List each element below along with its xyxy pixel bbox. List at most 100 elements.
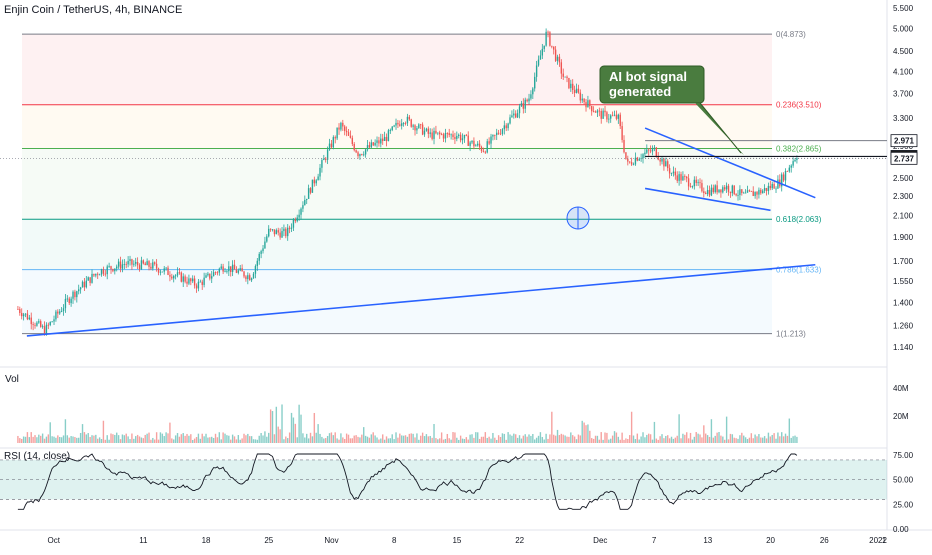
- candle-body: [507, 123, 509, 129]
- volume-bar: [102, 420, 105, 443]
- volume-bar: [600, 432, 602, 443]
- candle-body: [102, 269, 105, 274]
- volume-bar: [203, 436, 205, 443]
- volume-bar: [551, 411, 553, 443]
- volume-bar: [81, 424, 84, 443]
- candle-body: [516, 113, 519, 118]
- volume-bar: [114, 434, 116, 443]
- volume-bar: [416, 433, 418, 443]
- candle-body: [383, 136, 386, 141]
- volume-bar: [541, 436, 544, 443]
- candle-body: [180, 272, 183, 282]
- candle-body: [279, 232, 281, 238]
- volume-bar: [636, 433, 639, 443]
- candle-body: [391, 126, 393, 131]
- candle-body: [763, 188, 766, 191]
- volume-bar: [163, 436, 165, 443]
- volume-bar: [273, 434, 276, 443]
- candle-body: [706, 190, 709, 194]
- candle-body: [173, 276, 175, 279]
- candle-body: [38, 321, 40, 323]
- time-axis-label: Nov: [324, 536, 338, 545]
- volume-bar: [539, 432, 542, 443]
- candle-body: [404, 123, 407, 124]
- volume-bar: [38, 434, 40, 443]
- volume-bar: [165, 432, 167, 443]
- volume-bar: [36, 437, 38, 443]
- volume-bar: [646, 434, 648, 443]
- candle-body: [55, 311, 57, 320]
- volume-bar: [442, 439, 445, 443]
- volume-bar: [456, 437, 458, 443]
- volume-bar: [410, 433, 412, 443]
- volume-bar: [458, 439, 460, 443]
- candle-body: [680, 174, 682, 181]
- candle-body: [581, 98, 583, 101]
- volume-bar: [161, 433, 164, 443]
- volume-bar: [399, 433, 401, 443]
- volume-bar: [28, 437, 31, 443]
- candle-body: [418, 124, 420, 129]
- volume-bar: [554, 435, 557, 443]
- candle-body: [62, 308, 65, 312]
- candle-body: [385, 136, 388, 142]
- candle-body: [435, 130, 437, 134]
- volume-bar: [311, 436, 314, 443]
- candle-body: [66, 298, 69, 300]
- candle-body: [19, 309, 21, 314]
- volume-bar: [62, 435, 65, 443]
- volume-bar: [269, 409, 272, 443]
- candle-body: [762, 190, 764, 194]
- rsi-line: [17, 453, 798, 510]
- candle-body: [589, 100, 591, 107]
- volume-bar: [640, 436, 642, 443]
- volume-bar: [591, 438, 593, 443]
- candle-body: [693, 179, 696, 187]
- candle-body: [513, 113, 515, 116]
- candle-body: [534, 76, 536, 89]
- candle-body: [28, 317, 31, 320]
- candle-body: [452, 134, 454, 138]
- candle-body: [353, 143, 355, 151]
- candle-body: [376, 140, 378, 143]
- candle-body: [746, 190, 749, 193]
- volume-bar: [769, 436, 772, 443]
- volume-bar: [486, 437, 488, 443]
- volume-bar: [667, 435, 669, 443]
- fib-level-label: 0.786(1.633): [776, 266, 822, 275]
- volume-bar: [123, 435, 126, 443]
- candle-body: [446, 132, 449, 134]
- volume-axis-tick: 20M: [893, 412, 909, 421]
- volume-bar: [478, 438, 481, 443]
- candle-body: [439, 132, 441, 135]
- candle-body: [190, 278, 192, 282]
- volume-bar: [345, 433, 348, 443]
- candle-body: [85, 280, 88, 288]
- volume-bar: [511, 435, 513, 443]
- price-axis-tick: 1.400: [893, 299, 914, 308]
- volume-bar: [534, 439, 536, 443]
- price-tag-box: [890, 151, 918, 165]
- volume-bar: [193, 438, 196, 443]
- candle-body: [252, 273, 255, 279]
- volume-bar: [330, 432, 333, 443]
- candle-body: [195, 285, 198, 289]
- volume-bar: [17, 435, 19, 443]
- candle-body: [83, 281, 86, 288]
- volume-bar: [212, 437, 215, 443]
- candle-body: [247, 275, 249, 280]
- candle-body: [433, 130, 435, 139]
- candle-body: [387, 130, 390, 142]
- volume-bar: [402, 435, 405, 443]
- candle-body: [361, 154, 363, 155]
- volume-bar: [70, 436, 72, 443]
- candle-body: [395, 122, 397, 126]
- candle-body: [758, 189, 760, 195]
- volume-bar: [532, 433, 534, 443]
- fib-level-label: 0.382(2.865): [776, 144, 822, 153]
- candle-body: [752, 191, 754, 197]
- volume-bar: [404, 435, 407, 443]
- volume-bar: [655, 438, 658, 443]
